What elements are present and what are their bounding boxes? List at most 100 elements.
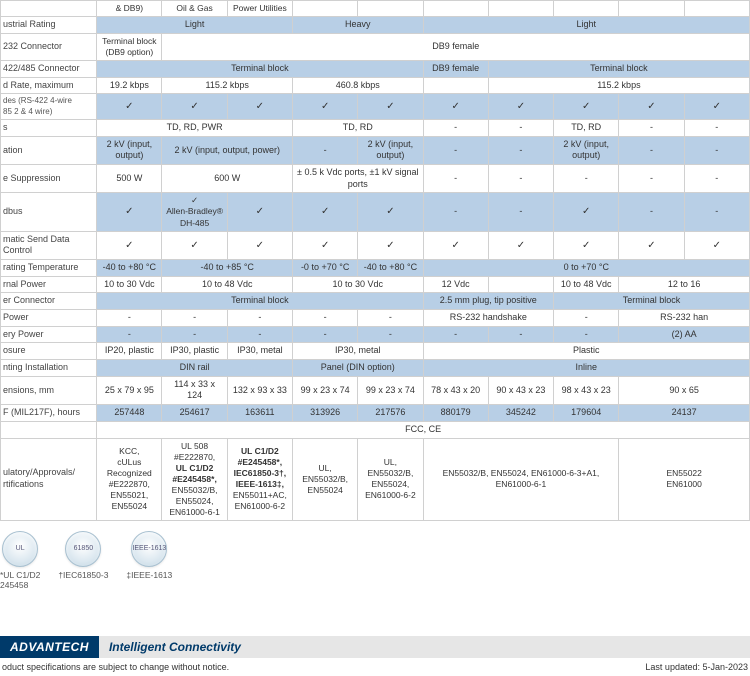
table-cell [488, 276, 553, 293]
table-cell: des (RS-422 4-wire85 2 & 4 wire) [1, 94, 97, 120]
cert-badge-icon: 61850 [65, 531, 101, 567]
table-cell [1, 421, 97, 438]
table-cell: UL, EN55032/B,EN55024 [293, 438, 358, 520]
table-cell: ✓ [488, 94, 553, 120]
table-cell: Plastic [423, 343, 749, 360]
table-cell: ✓ [488, 231, 553, 259]
table-row: ulatory/Approvals/rtificationsKCC,cULus … [1, 438, 750, 520]
cert-badge: UL*UL C1/D2245458 [0, 531, 40, 590]
brand-tagline: Intelligent Connectivity [99, 636, 750, 658]
table-cell: ✓ [227, 193, 292, 231]
table-cell: 90 x 65 [619, 376, 750, 404]
table-cell: ✓ [293, 94, 358, 120]
table-cell: Power Utilities [227, 1, 292, 17]
table-cell: - [97, 326, 162, 343]
table-cell: d Rate, maximum [1, 77, 97, 94]
table-cell: 254617 [162, 405, 227, 422]
table-cell [423, 1, 488, 17]
table-cell: ✓ [358, 193, 423, 231]
table-row: ation2 kV (input, output)2 kV (input, ou… [1, 136, 750, 164]
table-cell: s [1, 119, 97, 136]
table-cell: IP30, metal [293, 343, 424, 360]
table-cell: Terminal block [97, 293, 423, 310]
table-cell: Terminal block [488, 60, 749, 77]
table-row: rnal Power10 to 30 Vdc10 to 48 Vdc10 to … [1, 276, 750, 293]
table-cell: dbus [1, 193, 97, 231]
table-cell: - [358, 326, 423, 343]
table-cell: ation [1, 136, 97, 164]
table-cell: ✓ [358, 94, 423, 120]
table-cell [488, 1, 553, 17]
table-cell: FCC, CE [97, 421, 750, 438]
footer-note-left: oduct specifications are subject to chan… [2, 662, 229, 672]
table-cell: - [554, 310, 619, 327]
table-cell: (2) AA [619, 326, 750, 343]
table-row: 232 ConnectorTerminal block(DB9 option)D… [1, 33, 750, 60]
table-cell: - [619, 165, 684, 193]
table-cell: - [619, 193, 684, 231]
table-cell: - [488, 165, 553, 193]
table-cell: 500 W [97, 165, 162, 193]
table-cell: - [619, 136, 684, 164]
table-row: nting InstallationDIN railPanel (DIN opt… [1, 360, 750, 377]
table-cell: 257448 [97, 405, 162, 422]
table-cell: - [423, 326, 488, 343]
table-cell: - [162, 326, 227, 343]
table-cell: ± 0.5 k Vdc ports, ±1 kV signal ports [293, 165, 424, 193]
table-cell: 114 x 33 x 124 [162, 376, 227, 404]
table-cell: 12 Vdc [423, 276, 488, 293]
table-row: e Suppression500 W600 W± 0.5 k Vdc ports… [1, 165, 750, 193]
table-cell: DB9 female [162, 33, 750, 60]
table-cell: - [423, 165, 488, 193]
table-cell [293, 1, 358, 17]
table-cell [554, 1, 619, 17]
table-cell: Power [1, 310, 97, 327]
table-cell: -40 to +80 °C [358, 259, 423, 276]
table-cell: - [358, 310, 423, 327]
footer-note-right: Last updated: 5-Jan-2023 [645, 662, 748, 672]
table-cell: e Suppression [1, 165, 97, 193]
table-cell: 2 kV (input, output) [97, 136, 162, 164]
table-cell: - [227, 310, 292, 327]
table-row: rating Temperature-40 to +80 °C-40 to +8… [1, 259, 750, 276]
table-cell: ✓ [423, 94, 488, 120]
table-cell: Heavy [293, 17, 424, 34]
table-cell [1, 1, 97, 17]
table-cell: 25 x 79 x 95 [97, 376, 162, 404]
table-cell: IP30, metal [227, 343, 292, 360]
table-cell: 217576 [358, 405, 423, 422]
table-cell: - [162, 310, 227, 327]
table-cell: -40 to +85 °C [162, 259, 293, 276]
table-cell: - [554, 165, 619, 193]
table-cell: - [293, 326, 358, 343]
table-cell: UL,EN55032/B,EN55024,EN61000-6-2 [358, 438, 423, 520]
table-cell: 10 to 30 Vdc [293, 276, 424, 293]
table-row: 422/485 ConnectorTerminal blockDB9 femal… [1, 60, 750, 77]
table-cell: -40 to +80 °C [97, 259, 162, 276]
table-cell: - [684, 165, 749, 193]
table-cell: Terminal block(DB9 option) [97, 33, 162, 60]
table-cell: 99 x 23 x 74 [293, 376, 358, 404]
table-cell: ✓ [227, 231, 292, 259]
table-cell: TD, RD, PWR [97, 119, 293, 136]
table-cell: ✓ [97, 94, 162, 120]
table-row: & DB9)Oil & GasPower Utilities [1, 1, 750, 17]
table-cell: ✓ [293, 231, 358, 259]
table-cell: 12 to 16 [619, 276, 750, 293]
cert-badge-label: *UL C1/D2245458 [0, 570, 40, 590]
table-cell: - [554, 326, 619, 343]
table-cell: - [619, 119, 684, 136]
table-row: d Rate, maximum19.2 kbps115.2 kbps460.8 … [1, 77, 750, 94]
table-cell: IP30, plastic [162, 343, 227, 360]
table-cell: 78 x 43 x 20 [423, 376, 488, 404]
table-cell: TD, RD [293, 119, 424, 136]
table-cell: - [293, 310, 358, 327]
table-cell: 115.2 kbps [488, 77, 749, 94]
table-cell: rnal Power [1, 276, 97, 293]
table-cell: er Connector [1, 293, 97, 310]
table-cell: 880179 [423, 405, 488, 422]
table-cell: 99 x 23 x 74 [358, 376, 423, 404]
table-cell [619, 1, 684, 17]
cert-badge-label: ‡IEEE-1613 [126, 570, 172, 580]
table-cell: ✓ [97, 193, 162, 231]
